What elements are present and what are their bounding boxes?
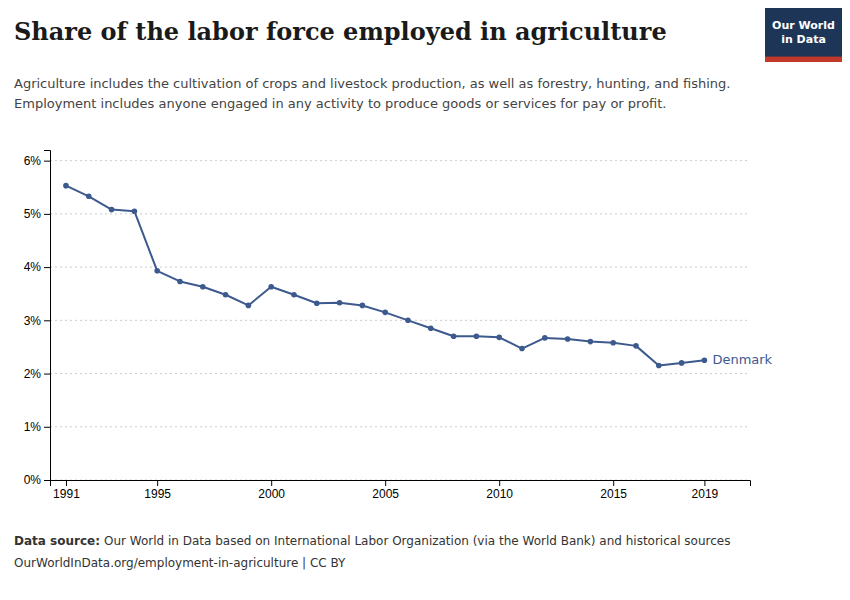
data-point (109, 207, 115, 213)
plot: 1991 1995 2000 2005 2010 2015 2019 0% 1% 2% 3% 4% 5%… (24, 151, 773, 501)
grid-line (50, 320, 750, 321)
y-tick-mark (44, 214, 50, 215)
data-point (86, 194, 92, 200)
y-tick-mark (44, 161, 50, 162)
y-tick-mark (44, 374, 50, 375)
logo-text: in Data (781, 33, 826, 46)
x-tick: 2010 (486, 480, 513, 501)
y-tick: 5% (24, 207, 50, 221)
data-point (542, 335, 548, 341)
x-tick-label: 2015 (600, 487, 627, 501)
labels: Denmark (712, 352, 772, 367)
data-point (496, 335, 502, 341)
y-tick-label: 2% (24, 367, 42, 381)
x-tick: 2015 (600, 480, 627, 501)
y-axis: 0% 1% 2% 3% 4% 5% 6% (24, 151, 51, 488)
data-point (656, 363, 662, 369)
x-tick-label: 1991 (53, 487, 80, 501)
source-text: Our World in Data based on International… (104, 534, 730, 548)
y-tick-label: 1% (24, 420, 42, 434)
x-tick-mark (704, 480, 705, 486)
source-link: OurWorldInData.org/employment-in-agricul… (14, 556, 346, 570)
x-axis-line (51, 481, 751, 487)
y-tick: 1% (24, 420, 50, 434)
grid-line (50, 160, 750, 161)
data-point (633, 343, 639, 349)
y-axis-line (44, 151, 51, 481)
data-point (565, 336, 571, 342)
logo: Our Worldin Data (765, 8, 842, 62)
logo-strip (765, 57, 842, 62)
source-label: Data source: (14, 534, 100, 548)
x-tick-mark (66, 480, 67, 486)
data-point (291, 292, 297, 298)
x-tick-mark (157, 480, 158, 486)
title: Share of the labor force employed in agr… (14, 17, 667, 46)
series-line (66, 186, 704, 366)
x-tick-mark (613, 480, 614, 486)
subtitle: Agriculture includes the cultivation of … (14, 76, 730, 91)
data-point (360, 303, 366, 309)
data-point (63, 183, 69, 189)
x-tick: 1991 (53, 480, 80, 501)
y-tick: 2% (24, 367, 50, 381)
data-point (588, 339, 594, 345)
x-tick-mark (499, 480, 500, 486)
x-tick: 2005 (372, 480, 399, 501)
x-tick-mark (271, 480, 272, 486)
subtitle: Employment includes anyone engaged in an… (14, 96, 667, 111)
grid-line (50, 213, 750, 214)
data-point (200, 284, 206, 290)
data-point (132, 208, 138, 214)
data-point (428, 326, 434, 332)
y-tick-mark (44, 267, 50, 268)
x-tick-label: 2005 (372, 487, 399, 501)
data-point (154, 268, 160, 274)
y-tick: 3% (24, 314, 50, 328)
x-tick-mark (385, 480, 386, 486)
data-point (223, 292, 229, 298)
data-point (474, 333, 480, 339)
data-point (268, 284, 274, 290)
x-tick-label: 1995 (144, 487, 171, 501)
y-tick-label: 6% (24, 154, 42, 168)
data-point (519, 346, 525, 352)
x-tick: 2000 (258, 480, 285, 501)
data-point (405, 318, 411, 324)
data-point (610, 340, 616, 346)
y-tick-label: 3% (24, 314, 42, 328)
x-axis: 1991 1995 2000 2005 2010 2015 2019 (51, 480, 751, 501)
data-point (679, 360, 685, 366)
y-tick-label: 0% (24, 473, 42, 487)
x-tick-label: 2019 (692, 487, 719, 501)
y-tick-mark (44, 480, 50, 481)
data-point (451, 333, 457, 339)
y-tick: 0% (24, 473, 50, 487)
x-tick-label: 2000 (258, 487, 285, 501)
data-point (177, 279, 183, 285)
x-tick: 1995 (144, 480, 171, 501)
y-tick-mark (44, 427, 50, 428)
grid-line (50, 373, 750, 374)
data-point (702, 357, 708, 363)
y-tick: 4% (24, 260, 50, 274)
y-tick-mark (44, 320, 50, 321)
data-point (314, 300, 320, 306)
chart: Share of the labor force employed in agr… (0, 0, 850, 600)
line-label: Denmark (712, 352, 772, 367)
data-point (246, 303, 252, 309)
y-tick-label: 4% (24, 260, 42, 274)
data-point (337, 300, 343, 306)
logo-text: Our World (772, 19, 835, 32)
x-tick-label: 2010 (486, 487, 513, 501)
y-tick: 6% (24, 154, 50, 168)
logo-box (765, 8, 842, 62)
marks (63, 183, 707, 369)
x-tick: 2019 (692, 480, 719, 501)
grid (50, 161, 750, 480)
data-point (382, 310, 388, 316)
y-tick-label: 5% (24, 207, 42, 221)
grid-line (50, 426, 750, 427)
